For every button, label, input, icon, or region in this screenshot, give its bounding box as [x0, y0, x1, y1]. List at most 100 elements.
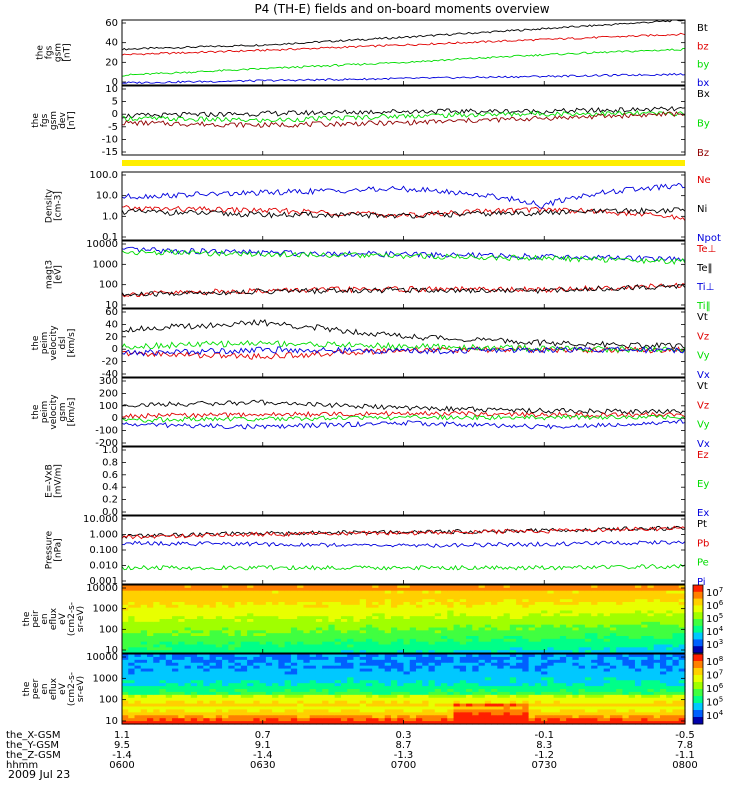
spectrogram-cell: [553, 602, 561, 606]
spectrogram-cell: [365, 624, 373, 629]
spectrogram-cell: [441, 715, 448, 719]
spectrogram-cell: [653, 689, 661, 693]
spectrogram-cell: [584, 697, 592, 702]
spectrogram-cell: [297, 700, 305, 705]
spectrogram-cell: [503, 613, 511, 617]
spectrogram-cell: [547, 627, 555, 631]
spectrogram-cell: [509, 613, 517, 617]
colorbar-tick-label: 106: [706, 599, 724, 612]
spectrogram-cell: [147, 585, 154, 589]
spectrogram-cell: [153, 659, 161, 664]
spectrogram-cell: [584, 691, 592, 696]
spectrogram-cell: [390, 641, 398, 646]
spectrogram-cell: [447, 697, 455, 702]
spectrogram-cell: [334, 721, 342, 725]
spectrogram-cell: [378, 641, 386, 646]
spectrogram-cell: [134, 604, 142, 609]
spectrogram-cell: [247, 677, 254, 681]
spectrogram-cell: [140, 712, 148, 716]
y-tick-label: 100: [99, 624, 118, 635]
spectrogram-cell: [553, 636, 561, 640]
spectrogram-cell: [359, 644, 367, 648]
y-axis-label: Pressure: [45, 530, 55, 569]
spectrogram-cell: [516, 686, 523, 690]
spectrogram-cell: [222, 712, 229, 716]
spectrogram-cell: [472, 659, 480, 664]
spectrogram-cell: [678, 680, 686, 684]
spectrogram-cell: [228, 593, 236, 597]
spectrogram-cell: [428, 671, 436, 676]
spectrogram-cell: [378, 621, 386, 626]
spectrogram-cell: [178, 619, 186, 623]
spectrogram-cell: [453, 590, 461, 595]
spectrogram-cell: [178, 703, 186, 708]
spectrogram-cell: [272, 668, 279, 673]
spectrogram-cell: [534, 689, 542, 693]
spectrogram-cell: [178, 665, 186, 670]
spectrogram-cell: [309, 596, 317, 600]
spectrogram-cell: [641, 671, 649, 676]
spectrogram-cell: [334, 703, 342, 708]
spectrogram-cell: [434, 604, 442, 609]
spectrogram-cell: [228, 610, 236, 614]
spectrogram-cell: [290, 590, 298, 595]
spectrogram-cell: [647, 709, 655, 713]
spectrogram-cell: [572, 624, 580, 629]
spectrogram-cell: [272, 610, 279, 614]
spectrogram-cell: [597, 627, 605, 631]
spectrogram-cell: [522, 709, 530, 713]
spectrogram-cell: [303, 641, 311, 646]
colorbar-segment: [693, 612, 703, 617]
spectrogram-cell: [259, 627, 267, 631]
spectrogram-cell: [516, 613, 523, 617]
spectrogram-cell: [516, 638, 523, 643]
spectrogram-cell: [278, 593, 286, 597]
spectrogram-cell: [278, 689, 286, 693]
spectrogram-cell: [184, 638, 192, 643]
spectrogram-cell: [347, 616, 355, 620]
spectrogram-cell: [303, 636, 311, 640]
spectrogram-cell: [472, 590, 480, 595]
spectrogram-cell: [240, 712, 248, 716]
spectrogram-cell: [497, 619, 505, 623]
spectrogram-cell: [315, 677, 323, 681]
spectrogram-cell: [372, 700, 380, 705]
spectrogram-cell: [209, 587, 217, 592]
spectrogram-cell: [297, 624, 305, 629]
spectrogram-cell: [397, 604, 405, 609]
spectrogram-cell: [315, 624, 323, 629]
spectrogram-cell: [378, 656, 386, 661]
spectrogram-cell: [184, 703, 192, 708]
spectrogram-cell: [616, 596, 624, 600]
spectrogram-cell: [284, 624, 292, 629]
spectrogram-cell: [234, 683, 242, 687]
spectrogram-cell: [172, 677, 179, 681]
spectrogram-cell: [128, 610, 136, 614]
spectrogram-cell: [503, 654, 511, 658]
spectrogram-cell: [190, 641, 198, 646]
spectrogram-cell: [678, 712, 686, 716]
spectrogram-cell: [265, 715, 273, 719]
spectrogram-cell: [378, 715, 386, 719]
spectrogram-cell: [390, 697, 398, 702]
spectrogram-cell: [359, 694, 367, 699]
spectrogram-cell: [272, 599, 279, 603]
spectrogram-cell: [603, 602, 611, 606]
spectrogram-cell: [228, 590, 236, 595]
spectrogram-cell: [322, 650, 330, 654]
spectrogram-cell: [528, 627, 536, 631]
spectrogram-cell: [278, 700, 286, 705]
spectrogram-cell: [566, 686, 573, 690]
spectrogram-cell: [147, 633, 154, 637]
spectrogram-cell: [178, 613, 186, 617]
spectrogram-cell: [215, 662, 223, 667]
spectrogram-cell: [328, 616, 336, 620]
spectrogram-cell: [553, 697, 561, 702]
colorbar-segment: [693, 717, 703, 721]
spectrogram-cell: [228, 668, 236, 673]
y-tick-label: -200: [95, 438, 118, 449]
spectrogram-cell: [290, 596, 298, 600]
spectrogram-cell: [428, 712, 436, 716]
spectrogram-cell: [397, 650, 405, 654]
spectrogram-cell: [628, 656, 636, 661]
